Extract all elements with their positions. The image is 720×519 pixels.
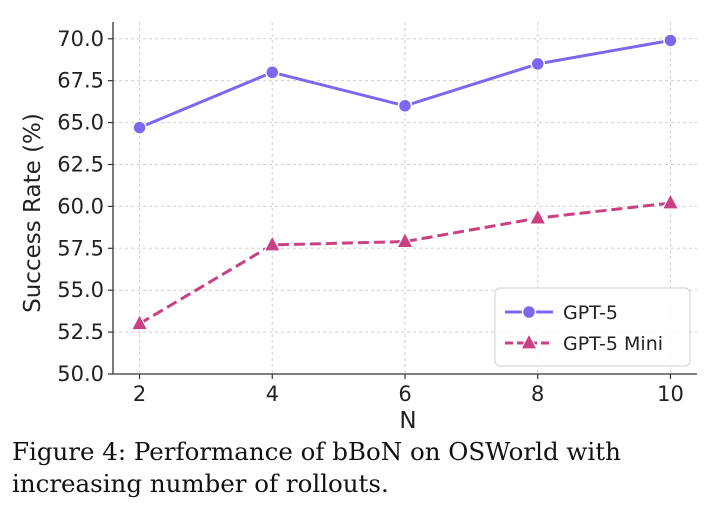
y-axis-label: Success Rate (%) [20,113,46,313]
gpt-5-mini-point [528,207,547,225]
legend-gpt-5-marker [521,304,537,320]
series-layer [130,33,680,331]
gpt-5-mini-point [263,234,282,252]
y-tick-label: 57.5 [57,236,104,260]
legend-gpt-5-label: GPT-5 [563,302,618,324]
y-tick-label: 55.0 [57,278,104,302]
gpt-5-mini-point [396,231,414,249]
legend-gpt-5-mini-label: GPT-5 Mini [563,333,663,355]
x-axis-label: N [399,408,416,430]
gpt-5-point [265,65,280,80]
legend-box [494,287,691,367]
gpt-5-mini-line [138,201,671,326]
y-tick-label: 50.0 [57,362,104,386]
x-tick-label: 6 [398,382,411,406]
x-tick-label: 8 [531,382,544,406]
gpt-5-point [663,33,678,48]
gpt-5-point [397,98,413,114]
gpt-5-point [530,56,545,72]
line-chart: 50.0 52.5 55.0 57.5 60.0 62.5 65.0 67.5 70.0 2 4 6 8… [20,22,697,430]
legend: GPT-5 GPT-5 Mini [494,287,691,367]
gpt-5-mini-point [130,313,149,331]
y-tick-label: 60.0 [57,194,104,218]
x-tick-label: 4 [266,382,279,406]
y-tick-label: 70.0 [57,27,104,51]
x-tick-label: 2 [133,382,146,406]
y-tick-label: 65.0 [57,111,104,135]
axes [108,22,697,379]
x-tick-label: 10 [657,382,684,406]
figure-caption: Figure 4: Performance of bBoN on OSWorld… [12,437,621,498]
gpt-5-mini-point [661,192,680,210]
gpt-5-point [132,120,147,135]
y-tick-label: 67.5 [57,69,104,93]
y-tick-label: 62.5 [57,152,104,176]
legend-gpt-5-mini-marker [520,332,538,350]
y-tick-label: 52.5 [57,320,104,344]
tick-labels: 50.0 52.5 55.0 57.5 60.0 62.5 65.0 67.5 70.0 2 4 6 8… [57,27,684,406]
